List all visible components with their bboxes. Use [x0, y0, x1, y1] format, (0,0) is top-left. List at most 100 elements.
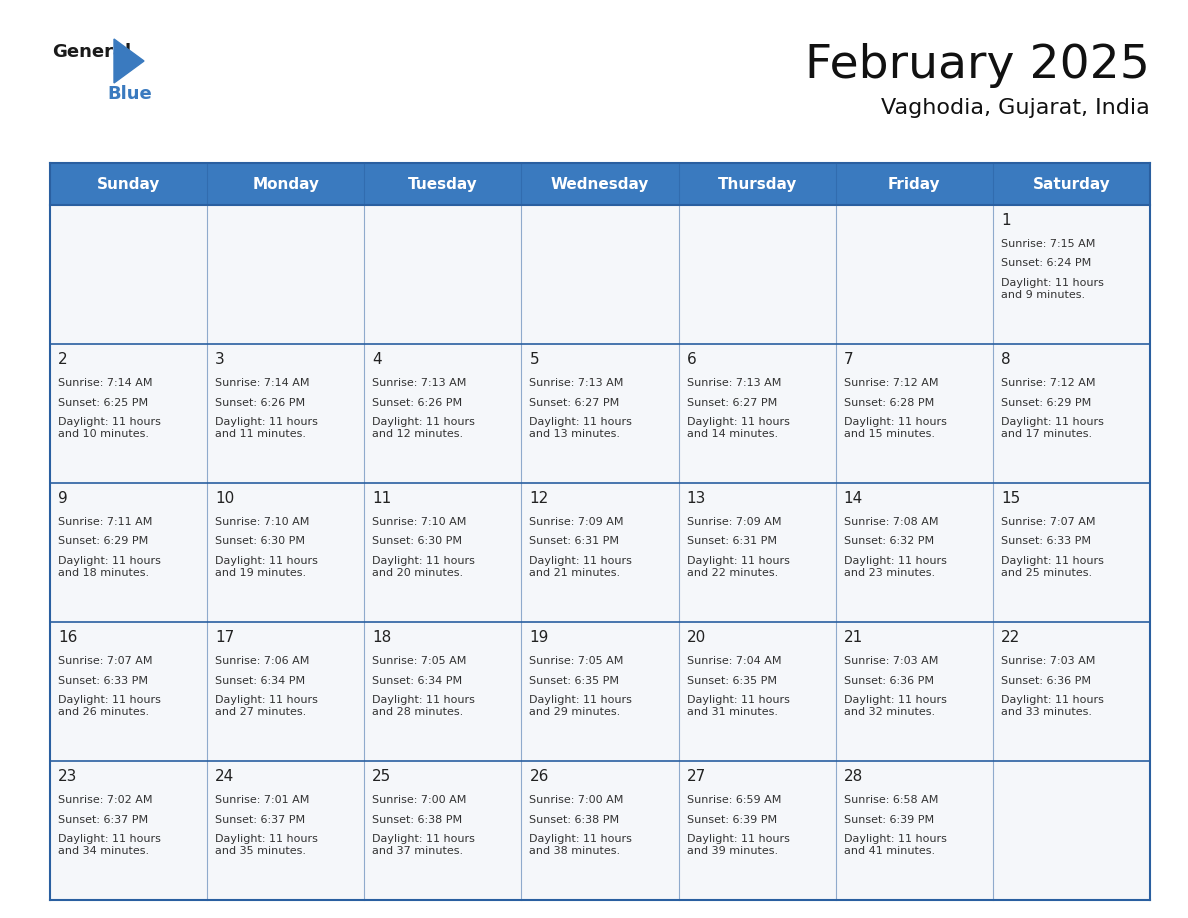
Text: 10: 10: [215, 491, 234, 506]
Text: 18: 18: [372, 630, 392, 645]
Bar: [835, 483, 993, 622]
Text: Sunday: Sunday: [97, 176, 160, 192]
Text: Daylight: 11 hours
and 9 minutes.: Daylight: 11 hours and 9 minutes.: [1000, 278, 1104, 300]
Text: Tuesday: Tuesday: [407, 176, 478, 192]
Text: Daylight: 11 hours
and 37 minutes.: Daylight: 11 hours and 37 minutes.: [372, 834, 475, 856]
Text: Sunrise: 7:01 AM: Sunrise: 7:01 AM: [215, 795, 310, 805]
Bar: [50, 622, 207, 761]
Text: Sunset: 6:37 PM: Sunset: 6:37 PM: [215, 814, 305, 824]
Text: Sunrise: 7:08 AM: Sunrise: 7:08 AM: [843, 517, 939, 527]
Text: Sunset: 6:31 PM: Sunset: 6:31 PM: [687, 536, 777, 546]
Text: 3: 3: [215, 352, 225, 367]
Bar: [835, 205, 993, 344]
Bar: [522, 205, 678, 344]
Text: Sunrise: 7:12 AM: Sunrise: 7:12 AM: [843, 378, 939, 388]
Bar: [993, 205, 1150, 344]
Text: Sunrise: 7:07 AM: Sunrise: 7:07 AM: [1000, 517, 1095, 527]
Text: 25: 25: [372, 769, 392, 784]
Text: Sunrise: 7:10 AM: Sunrise: 7:10 AM: [372, 517, 467, 527]
Text: Daylight: 11 hours
and 11 minutes.: Daylight: 11 hours and 11 minutes.: [215, 417, 318, 440]
Text: Sunset: 6:32 PM: Sunset: 6:32 PM: [843, 536, 934, 546]
Text: 9: 9: [58, 491, 68, 506]
Text: Sunset: 6:29 PM: Sunset: 6:29 PM: [58, 536, 148, 546]
Text: 28: 28: [843, 769, 862, 784]
Bar: [207, 761, 365, 900]
Text: 15: 15: [1000, 491, 1020, 506]
Bar: [50, 483, 207, 622]
Text: Sunrise: 7:14 AM: Sunrise: 7:14 AM: [58, 378, 152, 388]
Text: Sunrise: 7:03 AM: Sunrise: 7:03 AM: [1000, 656, 1095, 666]
Text: Daylight: 11 hours
and 29 minutes.: Daylight: 11 hours and 29 minutes.: [530, 695, 632, 717]
Text: Sunset: 6:25 PM: Sunset: 6:25 PM: [58, 397, 148, 408]
Text: Sunset: 6:31 PM: Sunset: 6:31 PM: [530, 536, 619, 546]
Text: Sunset: 6:35 PM: Sunset: 6:35 PM: [687, 676, 777, 686]
Text: Vaghodia, Gujarat, India: Vaghodia, Gujarat, India: [881, 98, 1150, 118]
Bar: [993, 344, 1150, 483]
Bar: [365, 205, 522, 344]
Text: Daylight: 11 hours
and 12 minutes.: Daylight: 11 hours and 12 minutes.: [372, 417, 475, 440]
Text: Sunset: 6:34 PM: Sunset: 6:34 PM: [372, 676, 462, 686]
Text: Daylight: 11 hours
and 20 minutes.: Daylight: 11 hours and 20 minutes.: [372, 556, 475, 578]
Bar: [835, 344, 993, 483]
Bar: [50, 163, 1150, 205]
Text: 27: 27: [687, 769, 706, 784]
Text: Sunrise: 7:09 AM: Sunrise: 7:09 AM: [687, 517, 781, 527]
Text: Daylight: 11 hours
and 14 minutes.: Daylight: 11 hours and 14 minutes.: [687, 417, 790, 440]
Bar: [522, 344, 678, 483]
Text: Sunrise: 7:15 AM: Sunrise: 7:15 AM: [1000, 239, 1095, 249]
Text: Daylight: 11 hours
and 18 minutes.: Daylight: 11 hours and 18 minutes.: [58, 556, 160, 578]
Text: Sunrise: 7:12 AM: Sunrise: 7:12 AM: [1000, 378, 1095, 388]
Text: Sunset: 6:29 PM: Sunset: 6:29 PM: [1000, 397, 1091, 408]
Text: Sunset: 6:26 PM: Sunset: 6:26 PM: [215, 397, 305, 408]
Text: Sunrise: 7:00 AM: Sunrise: 7:00 AM: [372, 795, 467, 805]
Text: Sunrise: 7:04 AM: Sunrise: 7:04 AM: [687, 656, 781, 666]
Text: Wednesday: Wednesday: [551, 176, 649, 192]
Bar: [207, 205, 365, 344]
Text: 1: 1: [1000, 213, 1011, 228]
Text: Daylight: 11 hours
and 34 minutes.: Daylight: 11 hours and 34 minutes.: [58, 834, 160, 856]
Text: Sunset: 6:35 PM: Sunset: 6:35 PM: [530, 676, 619, 686]
Bar: [365, 622, 522, 761]
Text: Sunset: 6:36 PM: Sunset: 6:36 PM: [1000, 676, 1091, 686]
Text: Sunset: 6:24 PM: Sunset: 6:24 PM: [1000, 259, 1091, 268]
Text: Sunset: 6:39 PM: Sunset: 6:39 PM: [687, 814, 777, 824]
Text: 5: 5: [530, 352, 539, 367]
Text: Sunset: 6:33 PM: Sunset: 6:33 PM: [1000, 536, 1091, 546]
Bar: [678, 344, 835, 483]
Bar: [678, 483, 835, 622]
Text: 7: 7: [843, 352, 853, 367]
Bar: [50, 761, 207, 900]
Text: Sunset: 6:39 PM: Sunset: 6:39 PM: [843, 814, 934, 824]
Text: 4: 4: [372, 352, 381, 367]
Text: Daylight: 11 hours
and 41 minutes.: Daylight: 11 hours and 41 minutes.: [843, 834, 947, 856]
Text: 16: 16: [58, 630, 77, 645]
Text: Sunset: 6:30 PM: Sunset: 6:30 PM: [372, 536, 462, 546]
Text: Sunset: 6:30 PM: Sunset: 6:30 PM: [215, 536, 305, 546]
Text: Sunset: 6:33 PM: Sunset: 6:33 PM: [58, 676, 148, 686]
Text: Daylight: 11 hours
and 31 minutes.: Daylight: 11 hours and 31 minutes.: [687, 695, 790, 717]
Text: Monday: Monday: [252, 176, 320, 192]
Text: Sunrise: 7:05 AM: Sunrise: 7:05 AM: [530, 656, 624, 666]
Text: Sunrise: 7:13 AM: Sunrise: 7:13 AM: [372, 378, 467, 388]
Bar: [678, 622, 835, 761]
Text: Sunrise: 7:09 AM: Sunrise: 7:09 AM: [530, 517, 624, 527]
Text: 20: 20: [687, 630, 706, 645]
Text: Daylight: 11 hours
and 33 minutes.: Daylight: 11 hours and 33 minutes.: [1000, 695, 1104, 717]
Text: Sunrise: 7:00 AM: Sunrise: 7:00 AM: [530, 795, 624, 805]
Text: Friday: Friday: [887, 176, 941, 192]
Bar: [993, 761, 1150, 900]
Text: Daylight: 11 hours
and 23 minutes.: Daylight: 11 hours and 23 minutes.: [843, 556, 947, 578]
Bar: [835, 622, 993, 761]
Text: Sunrise: 7:06 AM: Sunrise: 7:06 AM: [215, 656, 310, 666]
Bar: [207, 344, 365, 483]
Text: 19: 19: [530, 630, 549, 645]
Text: 12: 12: [530, 491, 549, 506]
Text: Daylight: 11 hours
and 19 minutes.: Daylight: 11 hours and 19 minutes.: [215, 556, 318, 578]
Text: Sunset: 6:37 PM: Sunset: 6:37 PM: [58, 814, 148, 824]
Text: Blue: Blue: [107, 85, 152, 103]
Text: 23: 23: [58, 769, 77, 784]
Text: Sunset: 6:36 PM: Sunset: 6:36 PM: [843, 676, 934, 686]
Text: Sunrise: 7:03 AM: Sunrise: 7:03 AM: [843, 656, 939, 666]
Text: Daylight: 11 hours
and 10 minutes.: Daylight: 11 hours and 10 minutes.: [58, 417, 160, 440]
Bar: [993, 483, 1150, 622]
